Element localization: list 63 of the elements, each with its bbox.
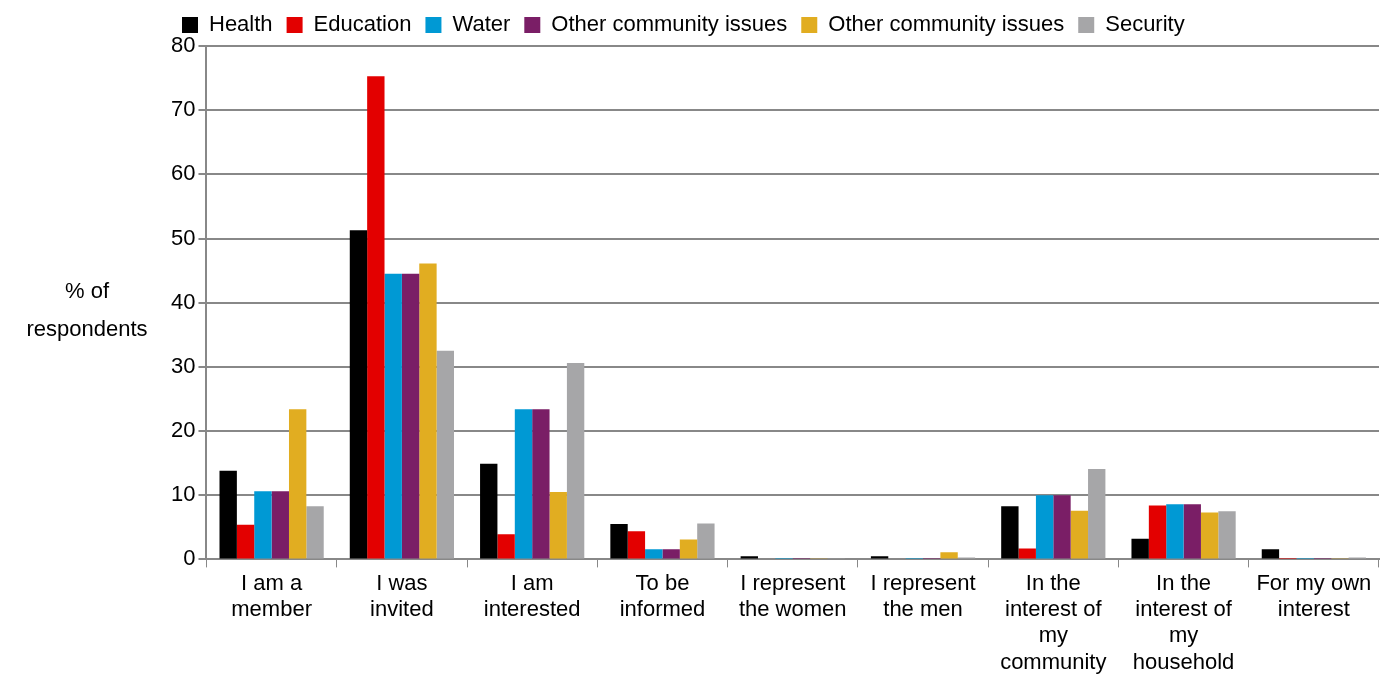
bar — [1183, 504, 1201, 559]
bar — [367, 76, 385, 559]
legend-label: Education — [313, 11, 412, 37]
bar — [549, 492, 567, 559]
bar — [627, 531, 646, 559]
x-tick-label: I represent the men — [870, 569, 976, 622]
bar — [1148, 505, 1167, 559]
bar — [514, 409, 533, 559]
bar — [1018, 548, 1036, 559]
bar — [288, 409, 307, 559]
y-axis-title: % of respondents — [25, 277, 149, 343]
bar — [219, 470, 237, 559]
y-tick-label: 40 — [170, 288, 196, 314]
x-tick-label: In the interest of my community — [1000, 569, 1107, 674]
legend-label: Other community issues — [551, 11, 788, 37]
x-tick-label: For my own interest — [1256, 569, 1372, 622]
y-tick-label: 10 — [170, 481, 196, 507]
bar — [384, 273, 402, 559]
bar — [419, 263, 437, 559]
bar — [662, 549, 680, 559]
bar — [436, 350, 455, 559]
legend-label: Health — [209, 11, 273, 37]
bar — [566, 363, 585, 559]
x-tick-label: I am interested — [483, 569, 581, 622]
bar — [1088, 468, 1106, 559]
bar — [1261, 549, 1280, 559]
bar — [645, 549, 663, 559]
legend-label: Security — [1105, 11, 1185, 37]
y-tick-label: 70 — [170, 96, 196, 122]
bar — [306, 506, 324, 559]
bar — [1218, 511, 1236, 559]
y-tick-label: 50 — [170, 224, 196, 250]
bar — [254, 491, 272, 559]
bar — [610, 524, 628, 559]
bar — [940, 552, 958, 559]
bar — [349, 230, 368, 559]
legend-label: Water — [452, 11, 511, 37]
y-tick-label: 80 — [170, 32, 196, 58]
x-tick-label: I represent the women — [738, 569, 847, 622]
x-tick-label: I am a member — [231, 569, 312, 622]
x-tick-label: I was invited — [370, 569, 434, 622]
bar — [401, 273, 420, 559]
x-tick-label: To be informed — [619, 569, 706, 622]
bar — [1070, 510, 1089, 559]
x-tick-label: In the interest of my household — [1132, 569, 1235, 674]
bar — [1166, 504, 1184, 559]
bar — [1131, 538, 1149, 559]
y-tick-label: 60 — [170, 160, 196, 186]
y-tick-label: 0 — [183, 545, 196, 571]
bar — [1200, 512, 1219, 559]
bar — [236, 524, 255, 559]
bar — [1053, 495, 1071, 559]
y-tick-label: 20 — [170, 417, 196, 443]
bar — [1001, 506, 1019, 559]
y-tick-label: 30 — [170, 352, 196, 378]
legend-label: Other community issues — [828, 11, 1065, 37]
bar — [697, 523, 715, 559]
bar — [480, 463, 498, 559]
bar — [532, 409, 550, 559]
bar — [497, 534, 515, 559]
bar — [271, 491, 289, 559]
bar — [679, 539, 698, 559]
bar — [1035, 495, 1054, 559]
